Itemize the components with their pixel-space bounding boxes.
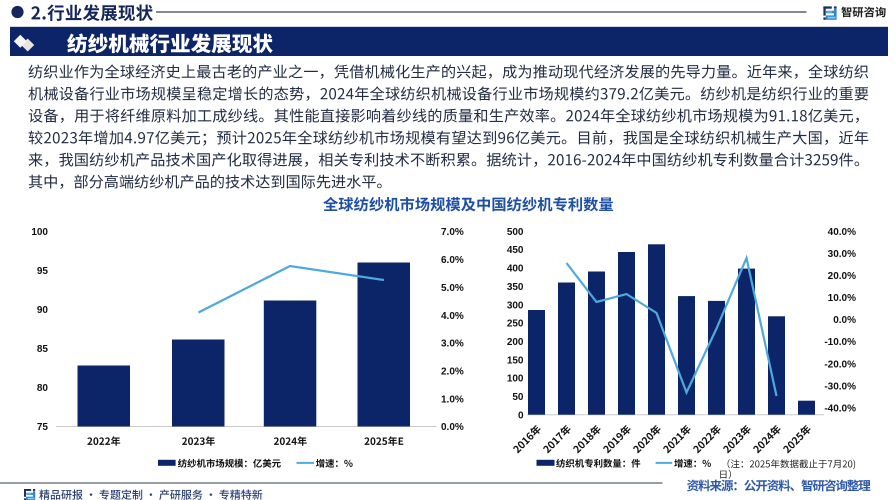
svg-text:1.0%: 1.0% [441, 394, 464, 405]
svg-text:100: 100 [31, 227, 48, 238]
svg-text:90: 90 [37, 305, 49, 316]
svg-text:40.0%: 40.0% [828, 227, 856, 238]
svg-text:85: 85 [37, 344, 49, 355]
svg-text:50: 50 [512, 392, 524, 403]
svg-text:500: 500 [507, 227, 524, 238]
svg-text:200: 200 [507, 337, 524, 348]
svg-text:400: 400 [507, 264, 524, 275]
svg-text:-30.0%: -30.0% [824, 381, 856, 392]
svg-text:6.0%: 6.0% [441, 255, 464, 266]
svg-text:2.0%: 2.0% [441, 367, 464, 378]
svg-text:7.0%: 7.0% [441, 227, 464, 238]
svg-text:-40.0%: -40.0% [824, 404, 856, 415]
svg-text:75: 75 [37, 422, 49, 433]
svg-text:30.0%: 30.0% [828, 249, 856, 260]
svg-text:5.0%: 5.0% [441, 283, 464, 294]
svg-text:0.0%: 0.0% [441, 422, 464, 433]
svg-text:95: 95 [37, 266, 49, 277]
svg-text:150: 150 [507, 355, 524, 366]
svg-text:0.0%: 0.0% [833, 315, 856, 326]
svg-text:10.0%: 10.0% [828, 293, 856, 304]
svg-text:0: 0 [518, 410, 524, 421]
svg-text:100: 100 [507, 374, 524, 385]
svg-text:3.0%: 3.0% [441, 339, 464, 350]
svg-text:350: 350 [507, 282, 524, 293]
svg-text:300: 300 [507, 300, 524, 311]
svg-text:450: 450 [507, 245, 524, 256]
svg-text:-20.0%: -20.0% [824, 359, 856, 370]
svg-text:250: 250 [507, 319, 524, 330]
svg-text:20.0%: 20.0% [828, 271, 856, 282]
svg-text:80: 80 [37, 383, 49, 394]
svg-text:-10.0%: -10.0% [824, 337, 856, 348]
svg-text:4.0%: 4.0% [441, 311, 464, 322]
